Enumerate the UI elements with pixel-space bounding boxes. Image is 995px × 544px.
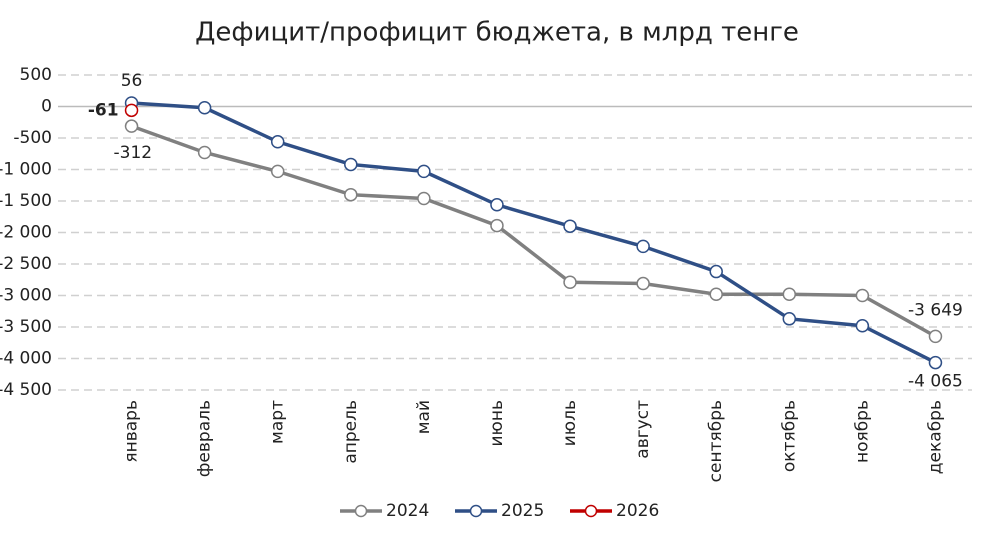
x-tick-label: ноябрь — [852, 400, 872, 463]
x-tick-label: октябрь — [779, 400, 799, 472]
point — [124, 103, 139, 118]
data-label: -3 649 — [908, 300, 963, 320]
point — [344, 157, 358, 172]
legend-marker — [354, 504, 368, 518]
legend-label: 2026 — [616, 501, 659, 521]
point — [782, 287, 797, 301]
point — [563, 275, 577, 290]
point — [855, 318, 870, 333]
point — [270, 135, 285, 149]
x-tick-label: июль — [560, 400, 580, 446]
x-tick-label: январь — [122, 400, 142, 463]
y-tick-label: -3 000 — [0, 286, 52, 306]
y-tick-label: -4 500 — [0, 380, 52, 400]
data-label: -61 — [88, 100, 119, 120]
legend-marker — [469, 504, 483, 518]
x-tick-label: декабрь — [925, 400, 945, 474]
x-tick-label: июнь — [487, 400, 507, 447]
x-tick-label: август — [633, 400, 653, 459]
point — [417, 164, 431, 179]
point — [855, 288, 870, 303]
point — [782, 312, 797, 326]
data-label: -4 065 — [908, 372, 963, 392]
point — [636, 239, 650, 254]
series-line — [130, 124, 937, 338]
legend-marker — [584, 504, 598, 518]
x-tick-label: март — [268, 400, 288, 444]
point — [490, 198, 504, 212]
x-tick-label: апрель — [341, 400, 361, 464]
y-tick-label: 0 — [41, 97, 52, 117]
y-tick-label: -3 500 — [0, 317, 52, 337]
point — [563, 219, 577, 233]
x-tick-label: сентябрь — [706, 400, 726, 482]
point — [709, 264, 723, 279]
y-tick-label: -1 500 — [0, 191, 52, 211]
y-tick-label: -4 000 — [0, 349, 52, 369]
y-tick-label: 500 — [20, 65, 52, 85]
point — [928, 355, 943, 370]
series-line — [131, 101, 937, 365]
x-tick-label: май — [414, 400, 434, 434]
legend-label: 2025 — [501, 501, 544, 521]
y-tick-label: -1 000 — [0, 160, 52, 180]
y-tick-label: -2 000 — [0, 223, 52, 243]
legend-label: 2024 — [386, 501, 429, 521]
point — [197, 145, 212, 160]
x-tick-label: февраль — [195, 400, 215, 477]
y-tick-label: -500 — [13, 128, 52, 148]
point — [344, 187, 358, 202]
chart-title: Дефицит/профицит бюджета, в млрд тенге — [195, 18, 799, 48]
point — [490, 218, 504, 233]
y-tick-label: -2 500 — [0, 254, 52, 274]
point — [709, 287, 723, 301]
point — [197, 101, 212, 115]
point — [124, 119, 139, 133]
data-label: -312 — [114, 143, 153, 163]
point — [270, 164, 285, 179]
point — [636, 276, 650, 291]
point — [417, 191, 431, 206]
point — [928, 329, 943, 344]
data-label: 56 — [121, 71, 143, 91]
